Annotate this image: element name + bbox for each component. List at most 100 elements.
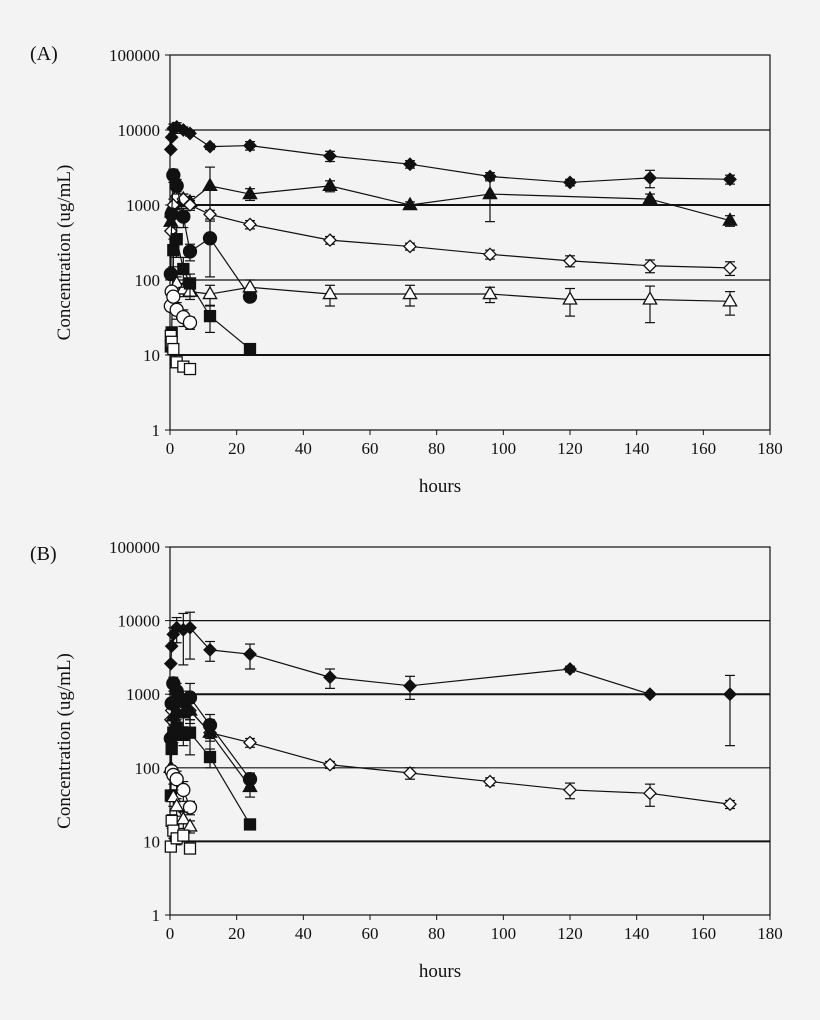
panel-a-data-point	[323, 233, 337, 248]
panel-b-data-point	[169, 684, 184, 699]
panel-b-x-axis-title: hours	[419, 961, 461, 982]
panel-b-x-tick-label: 180	[757, 924, 783, 943]
panel-b-data-point	[242, 778, 258, 793]
panel-b-data-point	[243, 735, 257, 750]
panel-a-data-point	[202, 285, 218, 300]
panel-a-data-point	[482, 185, 498, 200]
panel-a-data-point	[723, 260, 737, 275]
panel-a-x-tick-label: 160	[691, 439, 717, 458]
panel-b-data-point	[323, 757, 337, 772]
panel-b-y-tick-label: 100000	[109, 538, 160, 557]
panel-b-x-tick-label: 40	[295, 924, 312, 943]
panel-b-y-axis-title: Concentration (ug/mL)	[54, 653, 75, 829]
panel-a-data-point	[322, 285, 338, 300]
panel-a-data-point	[183, 277, 197, 290]
panel-a-data-point	[182, 244, 198, 259]
panel-a-data-point	[164, 207, 179, 222]
panel-b-data-point	[176, 782, 191, 798]
panel-a-x-tick-label: 140	[624, 439, 650, 458]
panel-b-data-point	[177, 829, 190, 842]
panel-a-data-point	[203, 207, 217, 222]
panel-b-data-point	[483, 774, 497, 789]
panel-a-data-point	[243, 342, 257, 356]
panel-a-data-point	[183, 362, 197, 376]
panel-b-data-point	[182, 800, 198, 815]
panel-b-y-tick-label: 10	[143, 832, 160, 851]
panel-a-data-point	[183, 126, 197, 141]
panel-a-data-point	[402, 285, 418, 300]
panel-a-data-point	[163, 142, 178, 157]
panel-a-data-point	[243, 138, 257, 153]
panel-a-data-point	[202, 177, 218, 192]
panel-a-x-tick-label: 60	[362, 439, 379, 458]
panel-b-data-point	[168, 797, 185, 812]
panel-a-data-point	[482, 285, 498, 300]
panel-b-data-point	[164, 639, 179, 654]
panel-a-data-point	[243, 217, 257, 232]
panel-b-label: (B)	[30, 543, 57, 565]
panel-a-series-line	[170, 126, 731, 184]
panel-b-y-tick-label: 1	[152, 906, 161, 925]
panel-b-series-filled-diamond	[163, 611, 737, 747]
panel-a-data-point	[203, 139, 217, 154]
panel-a-data-point	[176, 209, 191, 224]
panel-a-label: (A)	[30, 43, 58, 65]
panel-a-data-point	[177, 262, 190, 276]
panel-b-data-point	[203, 750, 217, 764]
panel-a-x-tick-label: 120	[557, 439, 583, 458]
panel-a-data-point	[202, 231, 218, 246]
panel-a-data-point	[643, 170, 657, 185]
panel-a-data-point	[169, 178, 184, 194]
panel-b-x-tick-label: 80	[428, 924, 445, 943]
panel-a-data-point	[563, 253, 577, 268]
panel-b-data-point	[243, 647, 257, 662]
panel-b-plot-frame	[169, 546, 771, 916]
panel-a-data-point	[403, 239, 417, 254]
panel-a-series-open-square	[164, 329, 197, 376]
panel-a-x-axis-title: hours	[419, 476, 461, 497]
panel-b-data-point	[183, 620, 197, 635]
panel-b-data-point	[723, 797, 737, 812]
panel-b-data-point	[563, 662, 577, 676]
panel-b-series-open-triangle	[165, 788, 198, 834]
panel-b-y-tick-label: 10000	[118, 612, 161, 631]
panel-b-data-point	[182, 818, 198, 832]
panel-b-data-point	[403, 678, 417, 693]
panel-a-data-point	[722, 212, 738, 226]
panel-b-data-point	[202, 724, 218, 738]
panel-a-data-point	[242, 185, 258, 200]
panel-b-x-tick-label: 160	[691, 924, 717, 943]
panel-a-data-point	[403, 157, 417, 172]
panel-a-data-point	[563, 175, 577, 190]
panel-a-data-point	[322, 177, 338, 192]
panel-a-series-open-triangle	[168, 275, 738, 324]
panel-b-data-point	[243, 818, 257, 831]
panel-b-data-point	[183, 726, 197, 739]
panel-b-y-tick-label: 100	[135, 759, 161, 778]
panel-b-data-point	[170, 721, 183, 734]
panel-a-x-tick-label: 0	[166, 439, 175, 458]
panel-a-y-tick-label: 1	[152, 421, 161, 440]
panel-a-data-point	[722, 292, 738, 307]
panel-b-data-point	[183, 842, 197, 855]
panel-b-series-open-square	[164, 814, 197, 855]
panel-a-series-filled-circle	[163, 168, 258, 304]
panel-b-data-point	[203, 642, 217, 657]
panel-b-data-point	[563, 783, 577, 797]
panel-a-series-open-circle	[163, 284, 198, 330]
panel-a-data-point	[167, 244, 180, 257]
panel-b-data-point	[403, 766, 417, 780]
panel-b-series-line	[170, 627, 730, 695]
panel-a-data-point	[642, 190, 658, 205]
panel-a-y-tick-label: 10000	[118, 121, 161, 140]
panel-b-x-tick-label: 120	[557, 924, 583, 943]
panel-b-data-point	[182, 702, 198, 716]
panel-b-x-tick-label: 60	[362, 924, 379, 943]
panel-a-y-tick-label: 10	[143, 346, 160, 365]
panel-a-x-tick-label: 80	[428, 439, 445, 458]
panel-b-data-point	[175, 810, 192, 825]
panel-a-data-point	[483, 247, 497, 262]
panel-a-y-tick-label: 100	[135, 271, 161, 290]
panel-a-data-point	[169, 119, 184, 134]
